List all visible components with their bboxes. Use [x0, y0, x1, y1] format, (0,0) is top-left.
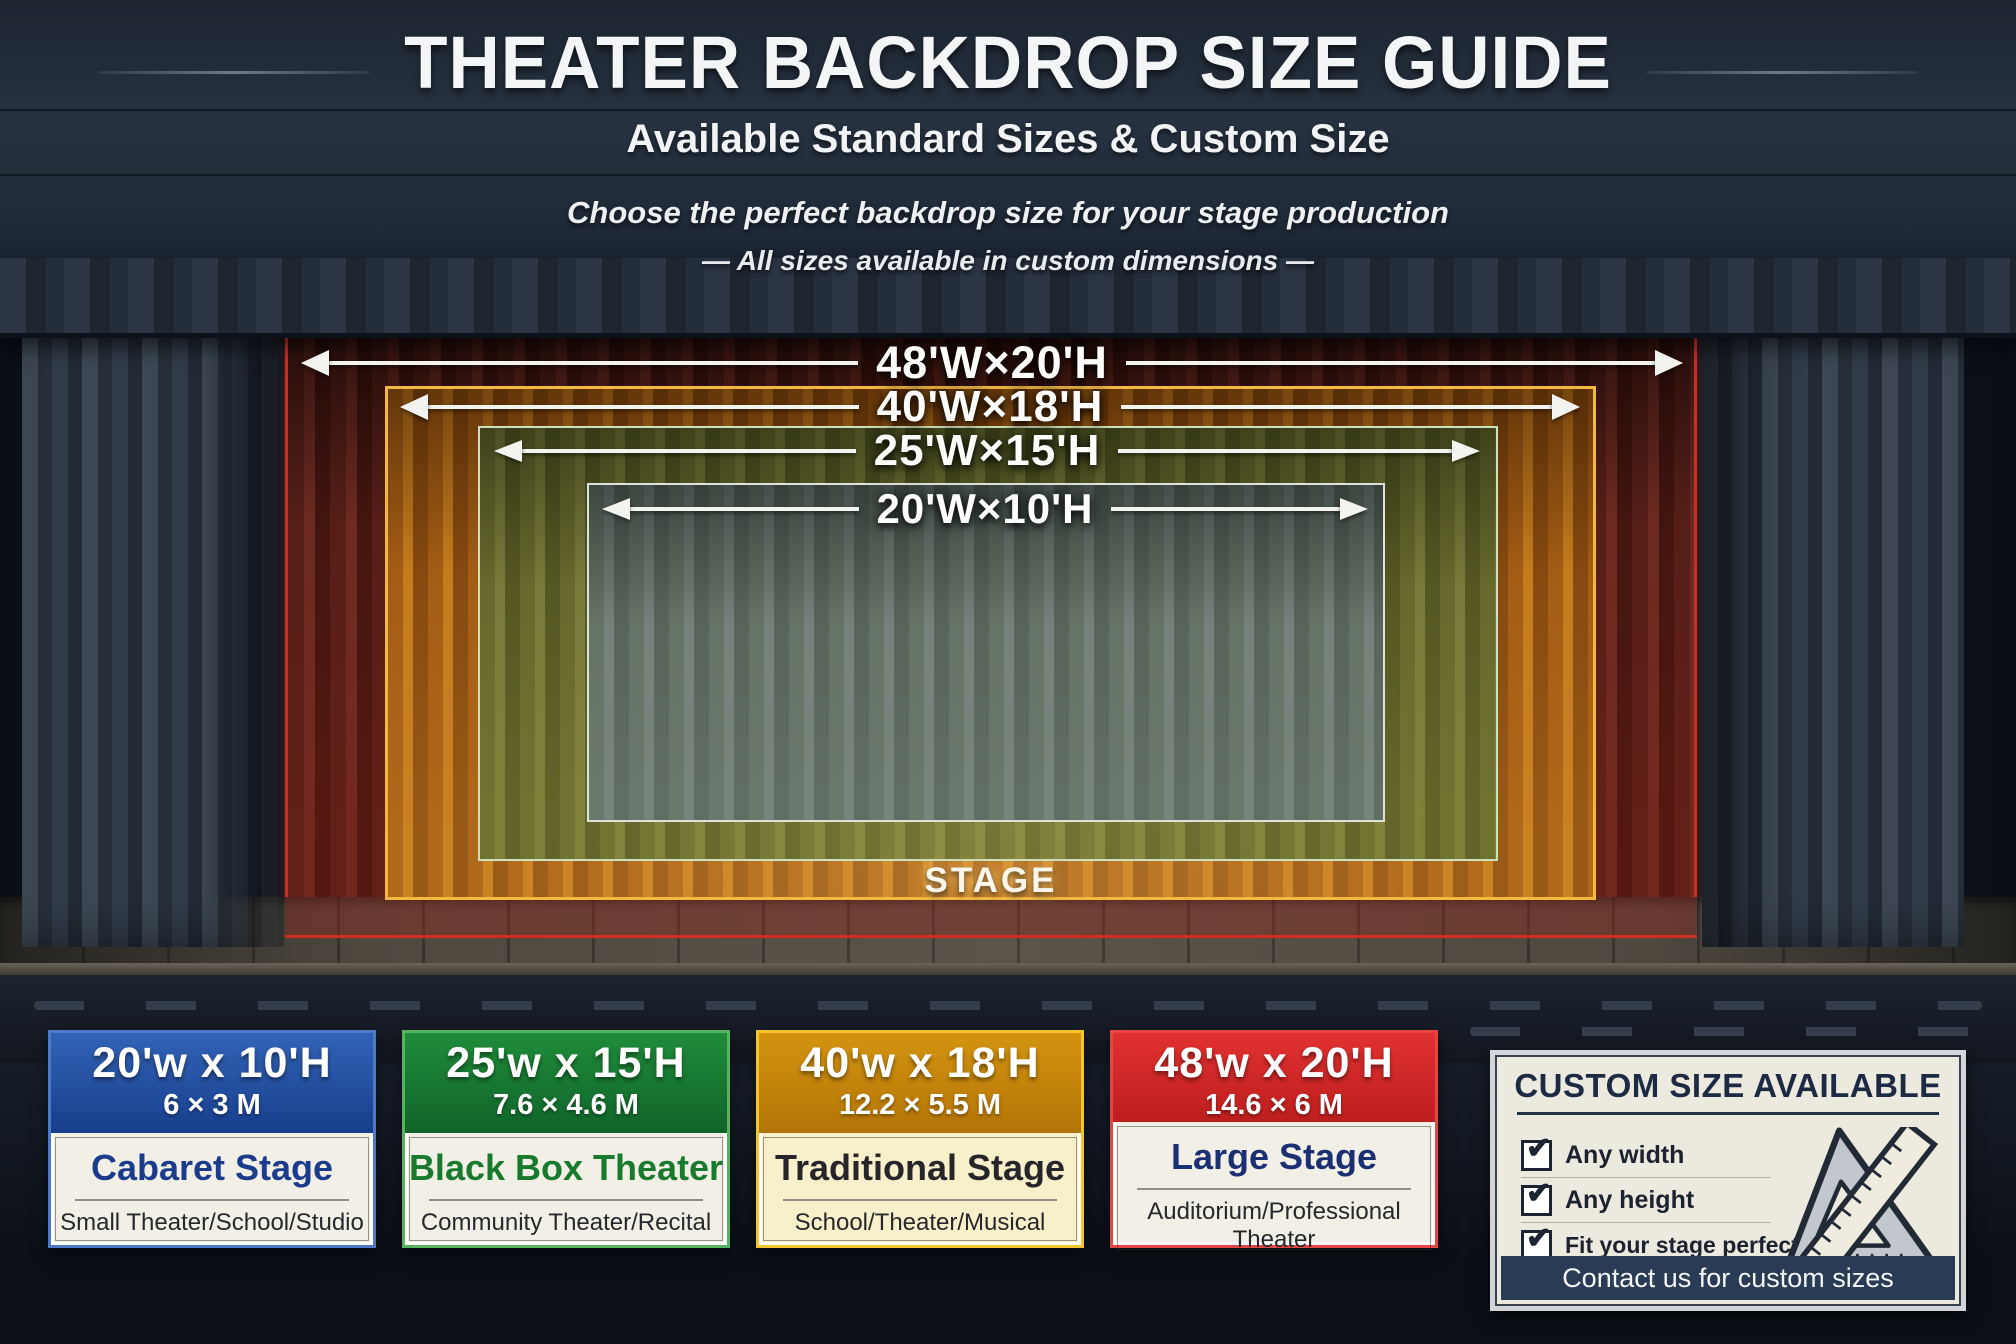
arrow-left-icon [602, 498, 630, 520]
size-feet: 20'w x 10'H [92, 1039, 332, 1087]
measure-20x10: 20'W×10'H [602, 485, 1369, 532]
size-card-body: Traditional Stage School/Theater/Musical [759, 1133, 1081, 1245]
measure-40x18: 40'W×18'H [400, 382, 1580, 431]
size-meters: 6 × 3 M [163, 1089, 261, 1121]
backdrop-20x10 [587, 483, 1385, 822]
custom-checklist: Any width Any height Fit your stage perf… [1521, 1131, 1818, 1267]
size-card-body: Large Stage Auditorium/Professional Thea… [1113, 1122, 1435, 1254]
size-card-header: 40'w x 18'H 12.2 × 5.5 M [759, 1033, 1081, 1133]
size-card-body: Cabaret Stage Small Theater/School/Studi… [51, 1133, 373, 1245]
custom-panel-footer: Contact us for custom sizes [1501, 1256, 1955, 1300]
checkbox-checked-icon [1521, 1131, 1552, 1171]
arrow-right-icon [1655, 350, 1684, 376]
title-row: THEATER BACKDROP SIZE GUIDE [0, 22, 2016, 105]
title-underline [1517, 1112, 1939, 1115]
backdrop-size-label: 25'W×15'H [873, 426, 1101, 475]
backdrop-48x20-floor-overlay [285, 897, 1697, 938]
size-card-traditional: 40'w x 18'H 12.2 × 5.5 M Traditional Sta… [756, 1030, 1084, 1248]
arrow-right-icon [1340, 498, 1369, 520]
stage-type-name: Black Box Theater [408, 1147, 724, 1188]
checkbox-checked-icon [1521, 1176, 1552, 1216]
divider [75, 1199, 349, 1201]
custom-size-panel: CUSTOM SIZE AVAILABLE Any width Any heig… [1490, 1050, 1966, 1311]
measure-25x15: 25'W×15'H [494, 426, 1480, 475]
title-flourish-left [98, 70, 371, 74]
header-seam-bottom [0, 174, 2016, 177]
arrow-left-icon [301, 350, 329, 376]
stage-type-desc: Community Theater/Recital [420, 1209, 712, 1236]
tagline: Choose the perfect backdrop size for you… [567, 195, 1449, 230]
size-meters: 14.6 × 6 M [1205, 1089, 1343, 1121]
stage-floor [0, 897, 2016, 965]
size-feet: 48'w x 20'H [1154, 1039, 1394, 1087]
page-title: THEATER BACKDROP SIZE GUIDE [404, 22, 1612, 105]
arrow-left-icon [494, 440, 522, 462]
checklist-item: Any width [1521, 1131, 1771, 1178]
size-cards-row: 20'w x 10'H 6 × 3 M Cabaret Stage Small … [48, 1030, 1438, 1253]
measure-48x20: 48'W×20'H [301, 337, 1684, 388]
size-meters: 12.2 × 5.5 M [838, 1089, 1002, 1121]
stage-type-desc: Small Theater/School/Studio [60, 1209, 364, 1236]
divider [429, 1199, 703, 1201]
size-card-blackbox: 25'w x 15'H 7.6 × 4.6 M Black Box Theate… [402, 1030, 730, 1248]
size-card-header: 20'w x 10'H 6 × 3 M [51, 1033, 373, 1133]
stage-type-name: Traditional Stage [774, 1147, 1066, 1188]
arrow-right-icon [1552, 394, 1580, 420]
ruler-icon [1777, 1119, 1947, 1297]
left-stage-curtain [22, 295, 284, 947]
divider [783, 1199, 1057, 1201]
stage-type-name: Cabaret Stage [90, 1147, 334, 1188]
size-feet: 25'w x 15'H [446, 1039, 686, 1087]
size-card-body: Black Box Theater Community Theater/Reci… [405, 1133, 727, 1245]
size-card-header: 25'w x 15'H 7.6 × 4.6 M [405, 1033, 727, 1133]
custom-panel-title: CUSTOM SIZE AVAILABLE [1514, 1067, 1942, 1104]
title-flourish-right [1645, 70, 1918, 74]
stage-type-name: Large Stage [1170, 1136, 1378, 1177]
checklist-item: Any height [1521, 1176, 1771, 1223]
backdrop-size-label: 20'W×10'H [876, 485, 1094, 532]
arrow-left-icon [400, 394, 428, 420]
stage-label: STAGE [924, 861, 1058, 900]
stage-type-desc: Auditorium/Professional Theater [1147, 1198, 1401, 1253]
size-feet: 40'w x 18'H [800, 1039, 1040, 1087]
header-seam-top [0, 109, 2016, 112]
apron-vent-dashes [34, 1001, 1982, 1010]
valance-curtain [0, 258, 2016, 338]
stage-type-desc: School/Theater/Musical [794, 1209, 1046, 1236]
divider [1137, 1188, 1411, 1190]
backdrop-size-label: 48'W×20'H [876, 337, 1108, 388]
custom-dimensions-note: — All sizes available in custom dimensio… [701, 245, 1315, 276]
checklist-item: Fit your stage perfectly [1521, 1221, 1818, 1267]
page-subtitle: Available Standard Sizes & Custom Size [626, 117, 1390, 161]
arrow-right-icon [1452, 440, 1480, 462]
apron-vent-dashes-right [1470, 1027, 1990, 1036]
size-card-large: 48'w x 20'H 14.6 × 6 M Large Stage Audit… [1110, 1030, 1438, 1253]
stage-front-edge [0, 963, 2016, 975]
backdrop-size-label: 40'W×18'H [876, 382, 1104, 431]
right-stage-curtain [1702, 295, 1964, 947]
size-card-header: 48'w x 20'H 14.6 × 6 M [1113, 1033, 1435, 1122]
size-card-cabaret: 20'w x 10'H 6 × 3 M Cabaret Stage Small … [48, 1030, 376, 1248]
size-meters: 7.6 × 4.6 M [493, 1089, 639, 1121]
